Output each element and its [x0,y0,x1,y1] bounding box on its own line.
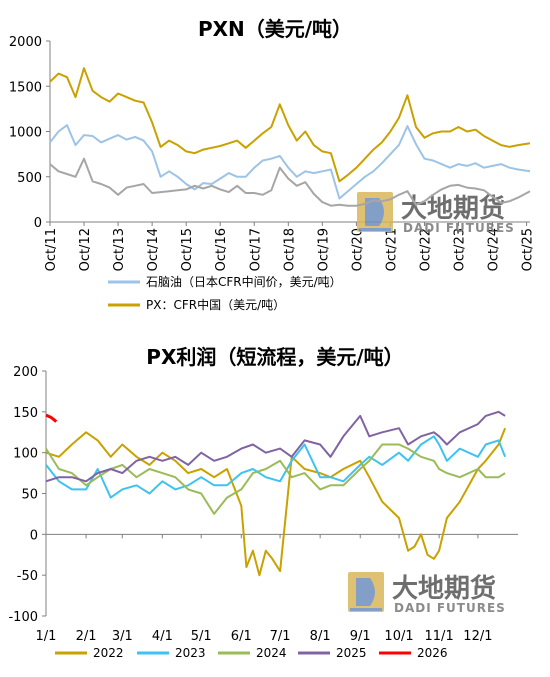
x-tick-label: Oct/25 [521,228,536,271]
legend-label: 2024 [256,646,287,660]
series-line-2025 [45,410,506,483]
x-tick-label: 4/1 [152,629,173,644]
x-tick-label: Oct/13 [112,228,127,271]
watermark-cn: 大地期货 [392,573,496,604]
y-tick-label: 1000 [9,126,42,141]
y-tick-label: -100 [8,610,38,625]
x-tick-label: Oct/20 [350,228,365,271]
y-tick-label: 0 [30,528,38,543]
watermark-cn: 大地期货 [401,193,505,224]
x-tick-label: 8/1 [310,629,331,644]
y-tick-label: 50 [21,488,38,503]
y-tick-label: -50 [17,569,38,584]
y-tick-label: 500 [17,171,42,186]
legend-label: 2022 [93,646,124,660]
y-tick-label: 200 [13,365,38,380]
legend-label: 2023 [175,646,206,660]
logo-mark-blue [356,578,375,606]
x-tick-label: Oct/24 [487,228,502,271]
x-tick-label: Oct/12 [78,228,93,271]
legend-label: 2026 [417,646,448,660]
logo-mark-blue [365,198,384,226]
x-tick-label: Oct/16 [214,228,229,271]
x-tick-label: 2/1 [76,629,97,644]
series-line-2024 [45,443,506,515]
y-tick-label: 100 [13,447,38,462]
x-tick-label: 11/1 [425,629,454,644]
logo-mark-base [359,228,391,231]
x-tick-label: Oct/22 [418,228,433,271]
x-tick-label: 7/1 [270,629,291,644]
chart-title: PX利润（短流程，美元/吨） [146,345,403,369]
x-tick-label: Oct/19 [316,228,331,271]
legend-label: 2025 [336,646,367,660]
watermark-en: DADI FUTURES [403,221,515,235]
x-tick-label: Oct/15 [180,228,195,271]
x-tick-label: Oct/21 [384,228,399,271]
x-tick-label: Oct/18 [282,228,297,271]
x-tick-label: Oct/17 [248,228,263,271]
series-line-2023 [45,435,507,499]
x-tick-label: 10/1 [384,629,413,644]
x-tick-label: 3/1 [112,629,133,644]
series-line-2026 [45,413,58,423]
x-tick-label: 5/1 [191,629,212,644]
x-tick-label: Oct/23 [453,228,468,271]
legend-label: PX：CFR中国（美元/吨） [146,297,285,312]
y-tick-label: 1500 [9,80,42,95]
watermark-en: DADI FUTURES [394,601,506,615]
x-tick-label: Oct/14 [146,228,161,271]
chart-title: PXN（美元/吨） [198,17,352,41]
y-tick-label: 150 [13,406,38,421]
series-line-PX：CFR中国（美元/吨） [49,67,531,183]
x-tick-label: 6/1 [231,629,252,644]
x-tick-label: 12/1 [463,629,492,644]
series-line-PXN [49,157,531,207]
x-tick-label: 9/1 [350,629,371,644]
series-line-2022 [45,427,507,577]
y-tick-label: 2000 [9,35,42,50]
logo-mark-base [350,608,382,611]
x-tick-label: Oct/11 [44,228,59,271]
legend-label: 石脑油（日本CFR中间价，美元/吨） [146,274,342,289]
series-line-石脑油（日本CFR中间价，美元/吨） [49,124,531,200]
y-tick-label: 0 [34,216,42,231]
x-tick-label: 1/1 [36,629,57,644]
